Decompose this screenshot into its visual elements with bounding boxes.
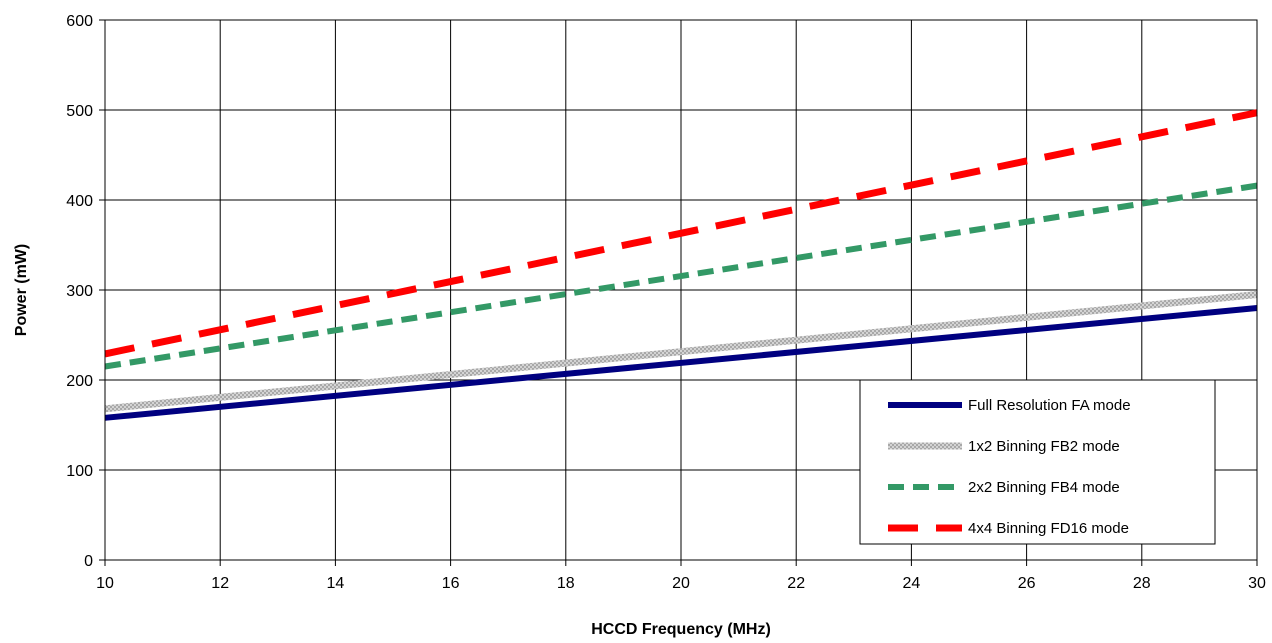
legend: Full Resolution FA mode 1x2 Binning FB2 m…	[859, 379, 1216, 545]
x-tick-label: 28	[1133, 575, 1151, 592]
y-tick-label: 0	[84, 553, 93, 570]
legend-label-2: 1x2 Binning FB2 mode	[968, 438, 1120, 455]
y-tick-labels: 0 100 200 300 400 500 600	[66, 13, 93, 570]
y-tick-label: 100	[66, 463, 93, 480]
series-line-2	[104, 291, 1258, 413]
legend-label-1: Full Resolution FA mode	[968, 397, 1131, 414]
y-tick-label: 600	[66, 13, 93, 30]
x-tick-label: 24	[903, 575, 921, 592]
x-tick-label: 30	[1248, 575, 1266, 592]
series-line-1	[104, 305, 1258, 421]
plot-area-border	[104, 19, 1258, 561]
x-tick-label: 14	[327, 575, 345, 592]
y-tick-label: 300	[66, 283, 93, 300]
x-tick-label: 20	[672, 575, 690, 592]
x-tick-labels: 10 12 14 16 18 20 22 24 26 28 30	[96, 575, 1266, 592]
y-tick-label: 200	[66, 373, 93, 390]
y-tick-label: 400	[66, 193, 93, 210]
x-tick-label: 26	[1018, 575, 1036, 592]
series-line-4	[104, 109, 1258, 358]
series-group	[104, 109, 1258, 421]
series-line-3	[104, 182, 1258, 370]
y-tick-label: 500	[66, 103, 93, 120]
x-tick-label: 22	[787, 575, 805, 592]
x-tick-label: 10	[96, 575, 114, 592]
x-axis-title: HCCD Frequency (MHz)	[591, 621, 771, 638]
x-tick-label: 16	[442, 575, 460, 592]
x-tick-label: 12	[211, 575, 229, 592]
x-tick-label: 18	[557, 575, 575, 592]
legend-label-3: 2x2 Binning FB4 mode	[968, 479, 1120, 496]
legend-label-4: 4x4 Binning FD16 mode	[968, 520, 1129, 537]
y-axis-title: Power (mW)	[13, 244, 30, 336]
